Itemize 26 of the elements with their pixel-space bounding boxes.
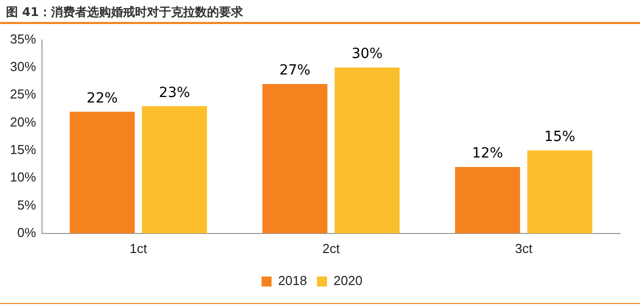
data-label: 23% [158,84,190,101]
data-label: 27% [279,62,310,79]
legend-label: 2018 [278,273,307,288]
y-tick-label: 25% [10,86,36,102]
data-label: 22% [86,90,118,106]
y-tick-label: 30% [10,59,36,74]
y-tick-label: 20% [10,114,36,130]
y-tick-label: 15% [10,142,36,158]
data-label: 12% [472,146,504,162]
bar [455,167,520,234]
chart-title: 图 41：消费者选购婚戒时对于克拉数的要求 [6,4,243,21]
bar [527,150,592,234]
y-tick-label: 5% [17,197,36,212]
y-tick-label: 0% [17,224,36,240]
bar [142,106,207,234]
bar [262,84,328,234]
data-label: 15% [544,129,576,146]
y-tick-label: 10% [10,170,36,185]
bar [70,112,135,234]
x-tick-label: 1ct [130,240,148,256]
legend-label: 2020 [334,273,362,288]
data-label: 30% [352,46,383,62]
x-tick-label: 3ct [515,240,533,256]
x-tick-label: 2ct [322,240,340,256]
bar [334,67,400,234]
y-tick-label: 35% [10,31,36,46]
